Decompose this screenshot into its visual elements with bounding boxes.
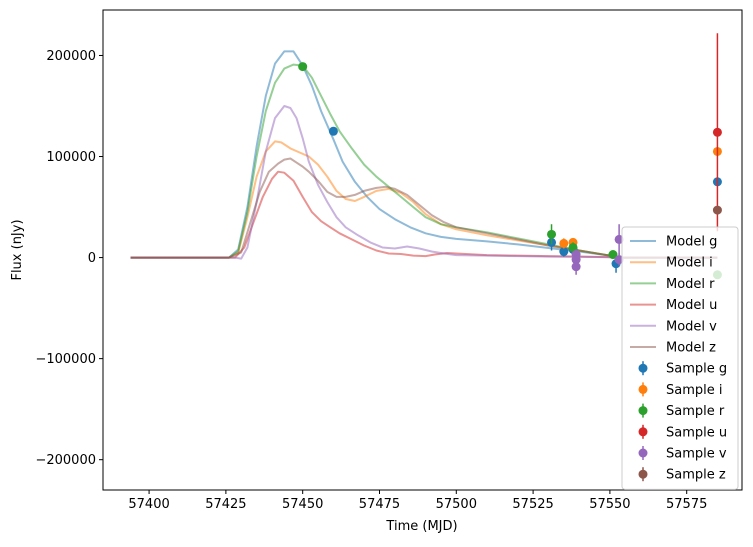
x-tick-label: 57550 <box>589 497 630 512</box>
sample-point <box>614 255 624 265</box>
y-tick-label: 100000 <box>46 150 96 165</box>
x-axis-label: Time (MJD) <box>385 519 457 534</box>
legend-label: Model g <box>666 235 717 250</box>
sample-point <box>559 238 569 248</box>
legend-label: Sample g <box>666 362 727 377</box>
sample-series-u <box>712 33 722 232</box>
legend-marker-swatch <box>638 363 648 373</box>
x-tick-label: 57400 <box>128 497 169 512</box>
legend: Model g Model i Model r Model u Model v Model… <box>621 226 739 490</box>
x-tick-label: 57450 <box>282 497 323 512</box>
legend-marker-swatch <box>638 448 648 458</box>
legend-item-line-u: Model u <box>630 298 717 313</box>
x-tick-label: 57525 <box>512 497 553 512</box>
legend-item-marker-r: Sample r <box>638 403 725 419</box>
model-line-v <box>130 105 718 260</box>
legend-item-line-r: Model r <box>630 277 715 292</box>
x-tick-label: 57425 <box>205 497 246 512</box>
sample-point <box>298 62 308 72</box>
y-axis: −200000 −100000 0 100000 200000 <box>35 49 103 468</box>
sample-point <box>608 250 618 260</box>
legend-item-marker-u: Sample u <box>638 424 727 440</box>
y-tick-label: 0 <box>88 251 96 266</box>
legend-label: Sample v <box>666 447 727 462</box>
sample-point <box>712 205 722 215</box>
y-axis-label: Flux (nJy) <box>10 219 25 280</box>
model-line-z <box>130 157 718 259</box>
legend-marker-swatch <box>638 469 648 479</box>
plot-area <box>130 33 722 280</box>
sample-point <box>547 229 557 239</box>
sample-series-v <box>571 224 624 275</box>
model-line-g <box>130 50 718 259</box>
plot-frame <box>102 9 743 491</box>
legend-label: Model z <box>666 341 716 356</box>
sample-point <box>571 250 581 260</box>
y-tick-label: −100000 <box>35 352 96 367</box>
y-tick-label: −200000 <box>35 453 96 468</box>
legend-item-marker-i: Sample i <box>638 382 723 398</box>
legend-label: Model u <box>666 298 717 313</box>
sample-point <box>559 247 569 257</box>
sample-series-z <box>712 205 722 215</box>
x-tick-label: 57500 <box>436 497 477 512</box>
sample-point <box>568 242 578 252</box>
legend-label: Model i <box>666 256 713 271</box>
legend-marker-swatch <box>638 406 648 416</box>
sample-point <box>571 262 581 272</box>
sample-point <box>328 126 338 136</box>
x-tick-label: 57575 <box>666 497 707 512</box>
legend-label: Model r <box>666 277 715 292</box>
legend-item-marker-v: Sample v <box>638 446 727 462</box>
legend-marker-swatch <box>638 384 648 394</box>
legend-item-marker-g: Sample g <box>638 361 727 377</box>
sample-point <box>712 127 722 137</box>
x-tick-label: 57475 <box>359 497 400 512</box>
legend-item-line-i: Model i <box>630 256 713 271</box>
legend-marker-swatch <box>638 427 648 437</box>
legend-label: Sample z <box>666 468 726 483</box>
sample-point <box>614 234 624 244</box>
legend-label: Sample r <box>666 404 725 419</box>
legend-label: Sample i <box>666 383 723 398</box>
legend-item-line-z: Model z <box>630 341 716 356</box>
x-axis: 57400 57425 57450 57475 57500 57525 57550 57575 <box>128 490 707 512</box>
y-tick-label: 200000 <box>46 49 96 64</box>
legend-item-line-g: Model g <box>630 235 717 250</box>
model-line-i <box>130 140 718 259</box>
legend-item-line-v: Model v <box>630 319 717 334</box>
legend-box <box>621 226 739 490</box>
legend-label: Sample u <box>666 425 727 440</box>
legend-label: Model v <box>666 319 717 334</box>
legend-item-marker-z: Sample z <box>638 467 726 483</box>
